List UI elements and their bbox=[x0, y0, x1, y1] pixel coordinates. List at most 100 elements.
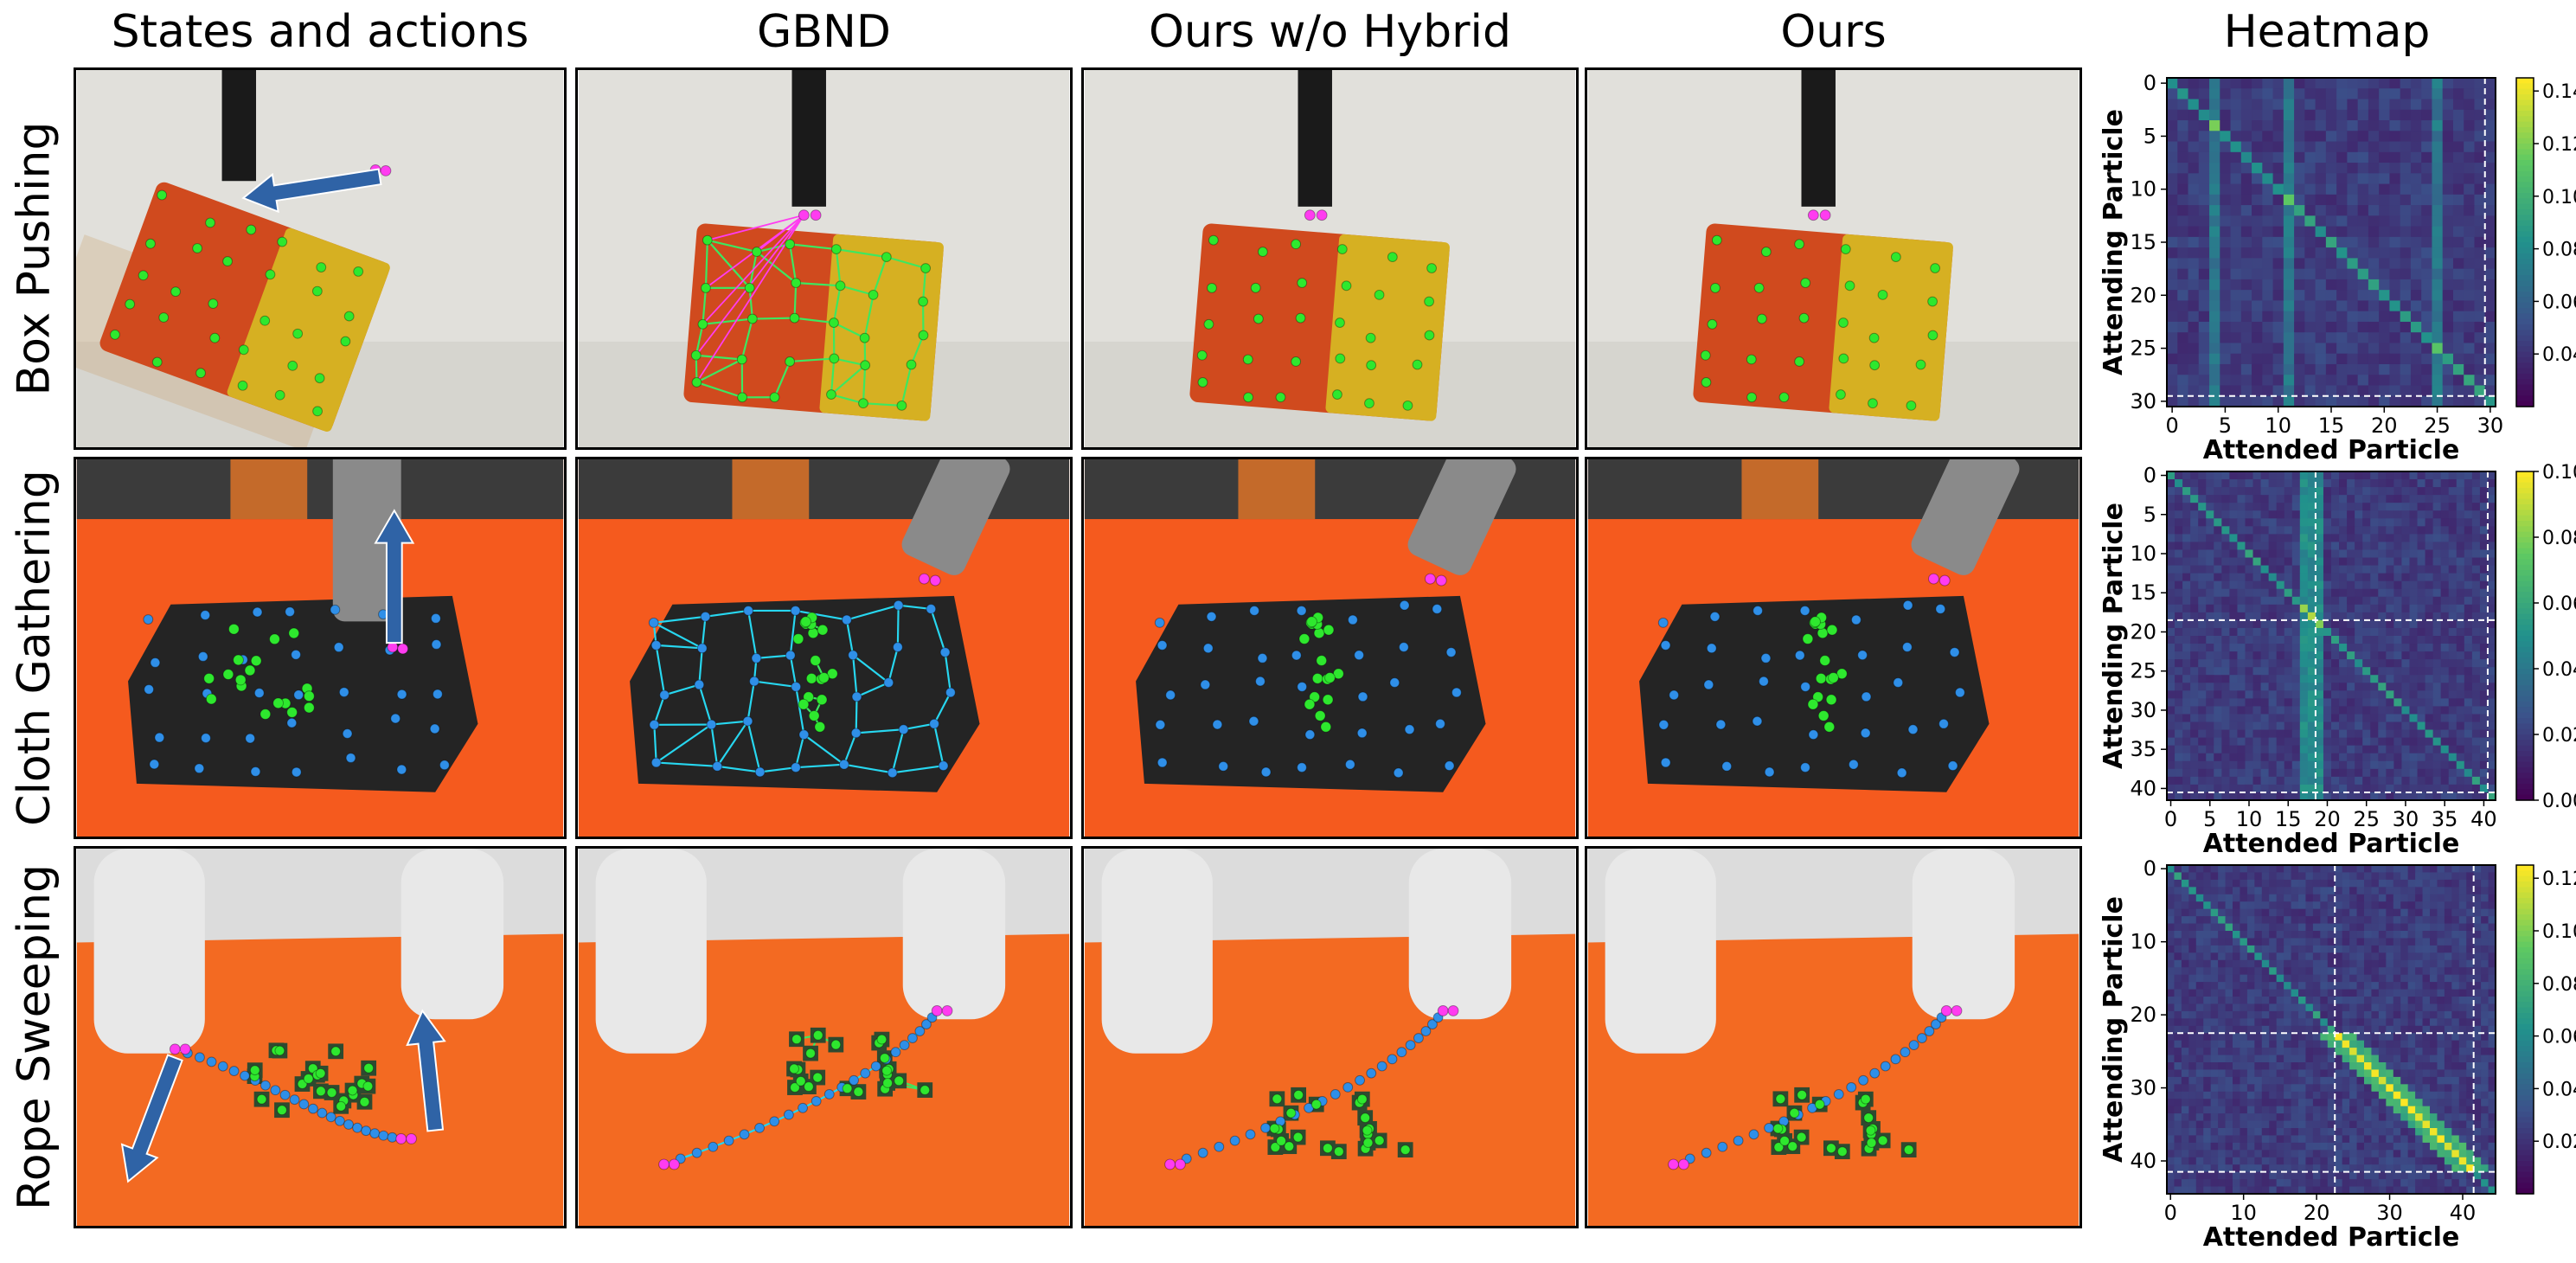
heatmap-cell bbox=[2339, 745, 2348, 754]
cloth-particle bbox=[696, 643, 708, 654]
heatmap-cell bbox=[2203, 879, 2212, 888]
heatmap-cell bbox=[2294, 236, 2305, 248]
heatmap-cell bbox=[2315, 745, 2324, 754]
box-particle bbox=[1335, 353, 1346, 364]
heatmap-cell bbox=[2389, 332, 2401, 344]
heatmap-cell bbox=[2347, 321, 2359, 333]
heatmap-cell bbox=[2174, 901, 2182, 910]
box-particle bbox=[1710, 282, 1721, 293]
heatmap-cell bbox=[2229, 753, 2239, 762]
heatmap-cell bbox=[2442, 395, 2454, 407]
heatmap-cell bbox=[2214, 698, 2222, 708]
heatmap-cell bbox=[2195, 887, 2204, 895]
heatmap-cell bbox=[2210, 1003, 2219, 1012]
heatmap-cell bbox=[2294, 173, 2305, 185]
heatmap-cell bbox=[2379, 205, 2391, 216]
heatmap-cell bbox=[2261, 997, 2270, 1005]
heatmap-cell bbox=[2190, 753, 2199, 762]
heatmap-cell bbox=[2471, 510, 2481, 519]
heatmap-cell bbox=[2182, 776, 2191, 785]
heatmap-cell bbox=[2198, 205, 2210, 216]
heatmap-cell bbox=[2327, 1025, 2336, 1034]
colorbar-segment bbox=[2516, 723, 2534, 730]
heatmap-cell bbox=[2336, 385, 2348, 397]
heatmap-cell bbox=[2225, 931, 2233, 939]
heatmap-cell bbox=[2370, 619, 2379, 629]
heatmap-cell bbox=[2262, 99, 2274, 111]
heatmap-cell bbox=[2245, 627, 2254, 637]
heatmap-cell bbox=[2237, 729, 2246, 739]
heatmap-cell bbox=[2175, 612, 2183, 621]
heatmap-cell bbox=[2188, 120, 2200, 131]
heatmap-cell bbox=[2444, 1010, 2452, 1019]
heatmap-cell bbox=[2347, 760, 2355, 770]
heatmap-cell bbox=[2440, 612, 2450, 621]
heatmap-cell bbox=[2284, 753, 2293, 762]
heatmap-cell bbox=[2167, 109, 2178, 121]
heatmap-cell bbox=[2246, 952, 2255, 961]
heatmap-cell bbox=[2167, 612, 2176, 621]
box-label-panel bbox=[1829, 234, 1953, 421]
heatmap-cell bbox=[2379, 258, 2391, 270]
box-particle bbox=[209, 332, 221, 343]
heatmap-cell bbox=[2220, 290, 2232, 302]
heatmap-cell bbox=[2378, 967, 2387, 976]
heatmap-cell bbox=[2323, 675, 2332, 683]
heatmap-cell bbox=[2174, 1025, 2182, 1034]
heatmap-cell bbox=[2291, 659, 2301, 668]
heatmap-cell bbox=[2466, 916, 2475, 925]
heatmap-cell bbox=[2229, 604, 2239, 613]
heatmap-cell bbox=[2299, 604, 2309, 613]
heatmap-cell bbox=[2181, 1010, 2189, 1019]
heatmap-cell bbox=[2327, 931, 2336, 939]
heatmap-cell bbox=[2294, 88, 2305, 100]
heatmap-cell bbox=[2237, 510, 2246, 519]
heatmap-cell bbox=[2284, 887, 2292, 895]
heatmap-cell bbox=[2355, 565, 2363, 574]
heatmap-cell bbox=[2401, 683, 2411, 691]
heatmap-cell bbox=[2362, 745, 2371, 754]
heatmap-cell bbox=[2188, 268, 2200, 280]
heatmap-cell bbox=[2315, 78, 2327, 89]
heatmap-cell bbox=[2368, 343, 2380, 355]
rope-particle bbox=[317, 1107, 328, 1119]
heatmap-cell bbox=[2440, 675, 2450, 683]
heatmap-cell bbox=[2240, 894, 2248, 902]
heatmap-cell bbox=[2357, 226, 2369, 238]
heatmap-cell bbox=[2167, 311, 2178, 323]
heatmap-cell bbox=[2220, 363, 2232, 375]
heatmap-cell bbox=[2456, 768, 2465, 778]
heatmap-cell bbox=[2368, 226, 2380, 238]
heatmap-cell bbox=[2167, 183, 2178, 196]
heatmap-cell bbox=[2221, 706, 2230, 715]
object-particle bbox=[1400, 1144, 1411, 1156]
heatmap-cell bbox=[2356, 945, 2365, 953]
heatmap-cell bbox=[2315, 636, 2324, 644]
heatmap-cell bbox=[2182, 619, 2191, 629]
box-particle bbox=[920, 263, 932, 273]
heatmap-cell bbox=[2268, 792, 2278, 801]
heatmap-cell bbox=[2233, 894, 2241, 902]
cloth-particle bbox=[1896, 767, 1907, 779]
heatmap-cell bbox=[2225, 1040, 2233, 1048]
colorbar-segment bbox=[2516, 641, 2534, 648]
heatmap-cell bbox=[2210, 923, 2219, 932]
colorbar-tick-label: 0.06 bbox=[2542, 593, 2576, 615]
colorbar-segment bbox=[2516, 83, 2534, 90]
row-label-rope-sweeping: Rope Sweeping bbox=[9, 863, 61, 1211]
heatmap-cell bbox=[2304, 300, 2316, 312]
heatmap-cell bbox=[2364, 1003, 2373, 1012]
heatmap-cell bbox=[2370, 644, 2379, 652]
heatmap-cell bbox=[2252, 487, 2262, 496]
heatmap-cell bbox=[2479, 768, 2489, 778]
heatmap-cell bbox=[2304, 247, 2316, 259]
heatmap-cell bbox=[2214, 573, 2222, 582]
object-particle bbox=[274, 1045, 285, 1056]
heatmap-cell bbox=[2393, 879, 2401, 888]
heatmap-cell bbox=[2355, 596, 2363, 606]
heatmap-cell bbox=[2229, 526, 2239, 535]
heatmap-cell bbox=[2221, 690, 2230, 699]
cloth-particle bbox=[1759, 676, 1769, 687]
heatmap-cell bbox=[2335, 923, 2343, 932]
heatmap-cell bbox=[2471, 651, 2481, 660]
